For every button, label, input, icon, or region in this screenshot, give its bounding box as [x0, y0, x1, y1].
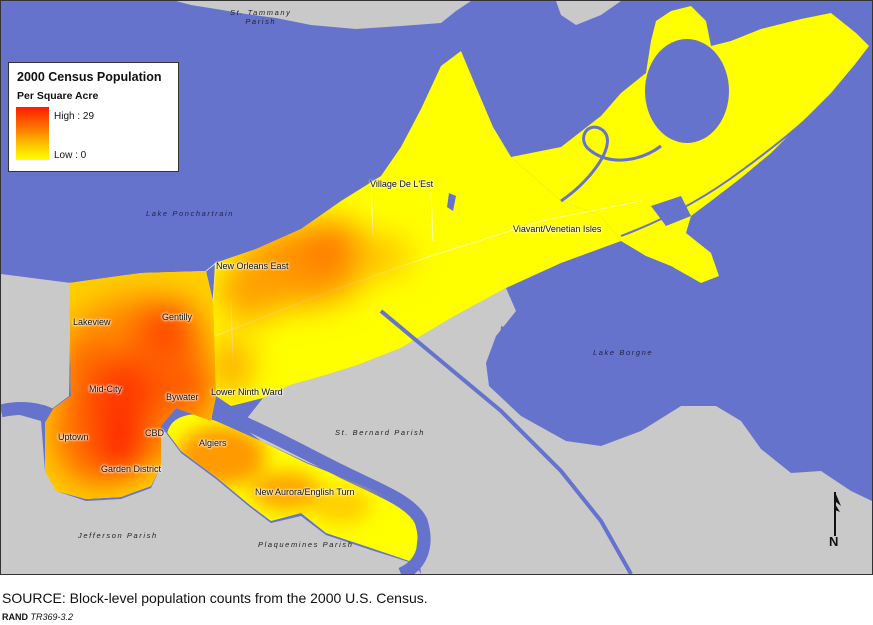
parish-label-st-tammany-line1: St. Tammany — [230, 8, 292, 17]
brand-label: RAND — [2, 612, 28, 622]
neighborhood-label-gentilly: Gentilly — [162, 312, 193, 322]
north-arrow-label: N — [829, 534, 838, 549]
marsh-lake — [645, 39, 729, 143]
bay-inlet — [499, 326, 516, 361]
neighborhood-label-lakeview: Lakeview — [73, 317, 111, 327]
document-id: TR369-3.2 — [30, 612, 74, 622]
neighborhood-label-mid-city: Mid-City — [89, 384, 122, 394]
neighborhood-label-bywater: Bywater — [166, 392, 199, 402]
neighborhood-label-lower-ninth-ward: Lower Ninth Ward — [211, 387, 283, 397]
heat-east — [213, 221, 411, 396]
pond-shore — [531, 319, 541, 335]
northeast-land — [556, 1, 621, 25]
neighborhood-label-viavant: Viavant/Venetian Isles — [513, 224, 602, 234]
neighborhood-label-uptown: Uptown — [58, 432, 89, 442]
marsh-inlet — [651, 196, 691, 226]
neighborhood-label-cbd: CBD — [145, 428, 165, 438]
north-shore-land — [176, 1, 471, 29]
parish-label-plaquemines: Plaquemines Parish — [258, 540, 354, 549]
map-frame: 2000 Census Population Per Square Acre H… — [0, 0, 873, 575]
legend-title: 2000 Census Population — [17, 70, 162, 84]
neighborhood-label-new-orleans-east: New Orleans East — [216, 261, 289, 271]
parish-label-st-bernard: St. Bernard Parish — [335, 428, 426, 437]
footer-line: RAND TR369-3.2 — [2, 612, 73, 622]
intracoastal-waterway — [214, 200, 642, 337]
legend: 2000 Census Population Per Square Acre H… — [8, 62, 179, 172]
neighborhood-label-algiers: Algiers — [199, 438, 227, 448]
north-arrow-icon: N — [827, 490, 847, 550]
neighborhood-label-garden-district: Garden District — [101, 464, 162, 474]
parish-label-jefferson: Jefferson Parish — [78, 531, 158, 540]
parish-boundary — [205, 180, 434, 362]
st-bernard-land — [241, 288, 872, 574]
legend-high-label: High : 29 — [54, 111, 95, 122]
parish-label-st-tammany-line2: Parish — [245, 16, 277, 26]
parish-label-st-tammany: St. Tammany Parish — [230, 9, 292, 25]
parish-marsh-land — [511, 6, 869, 283]
gulf-outlet-canal — [379, 309, 633, 574]
legend-subtitle: Per Square Acre — [17, 90, 99, 102]
marsh-channel — [620, 95, 832, 237]
map-canvas — [1, 1, 872, 574]
bayou-channel — [560, 125, 662, 203]
pond-east — [447, 193, 456, 211]
legend-color-ramp — [16, 107, 49, 160]
water-label-lake-pontchartrain: Lake Ponchartrain — [146, 209, 235, 218]
neighborhood-label-village-de-lest: Village De L'Est — [370, 179, 434, 189]
west-bank-land — [1, 274, 71, 417]
neighborhood-label-new-aurora: New Aurora/English Turn — [255, 487, 355, 497]
water-label-lake-borgne: Lake Borgne — [593, 348, 654, 357]
southwest-land — [1, 413, 421, 574]
parish-east-land — [213, 51, 621, 406]
source-note: SOURCE: Block-level population counts fr… — [2, 590, 428, 606]
legend-low-label: Low : 0 — [54, 150, 87, 161]
